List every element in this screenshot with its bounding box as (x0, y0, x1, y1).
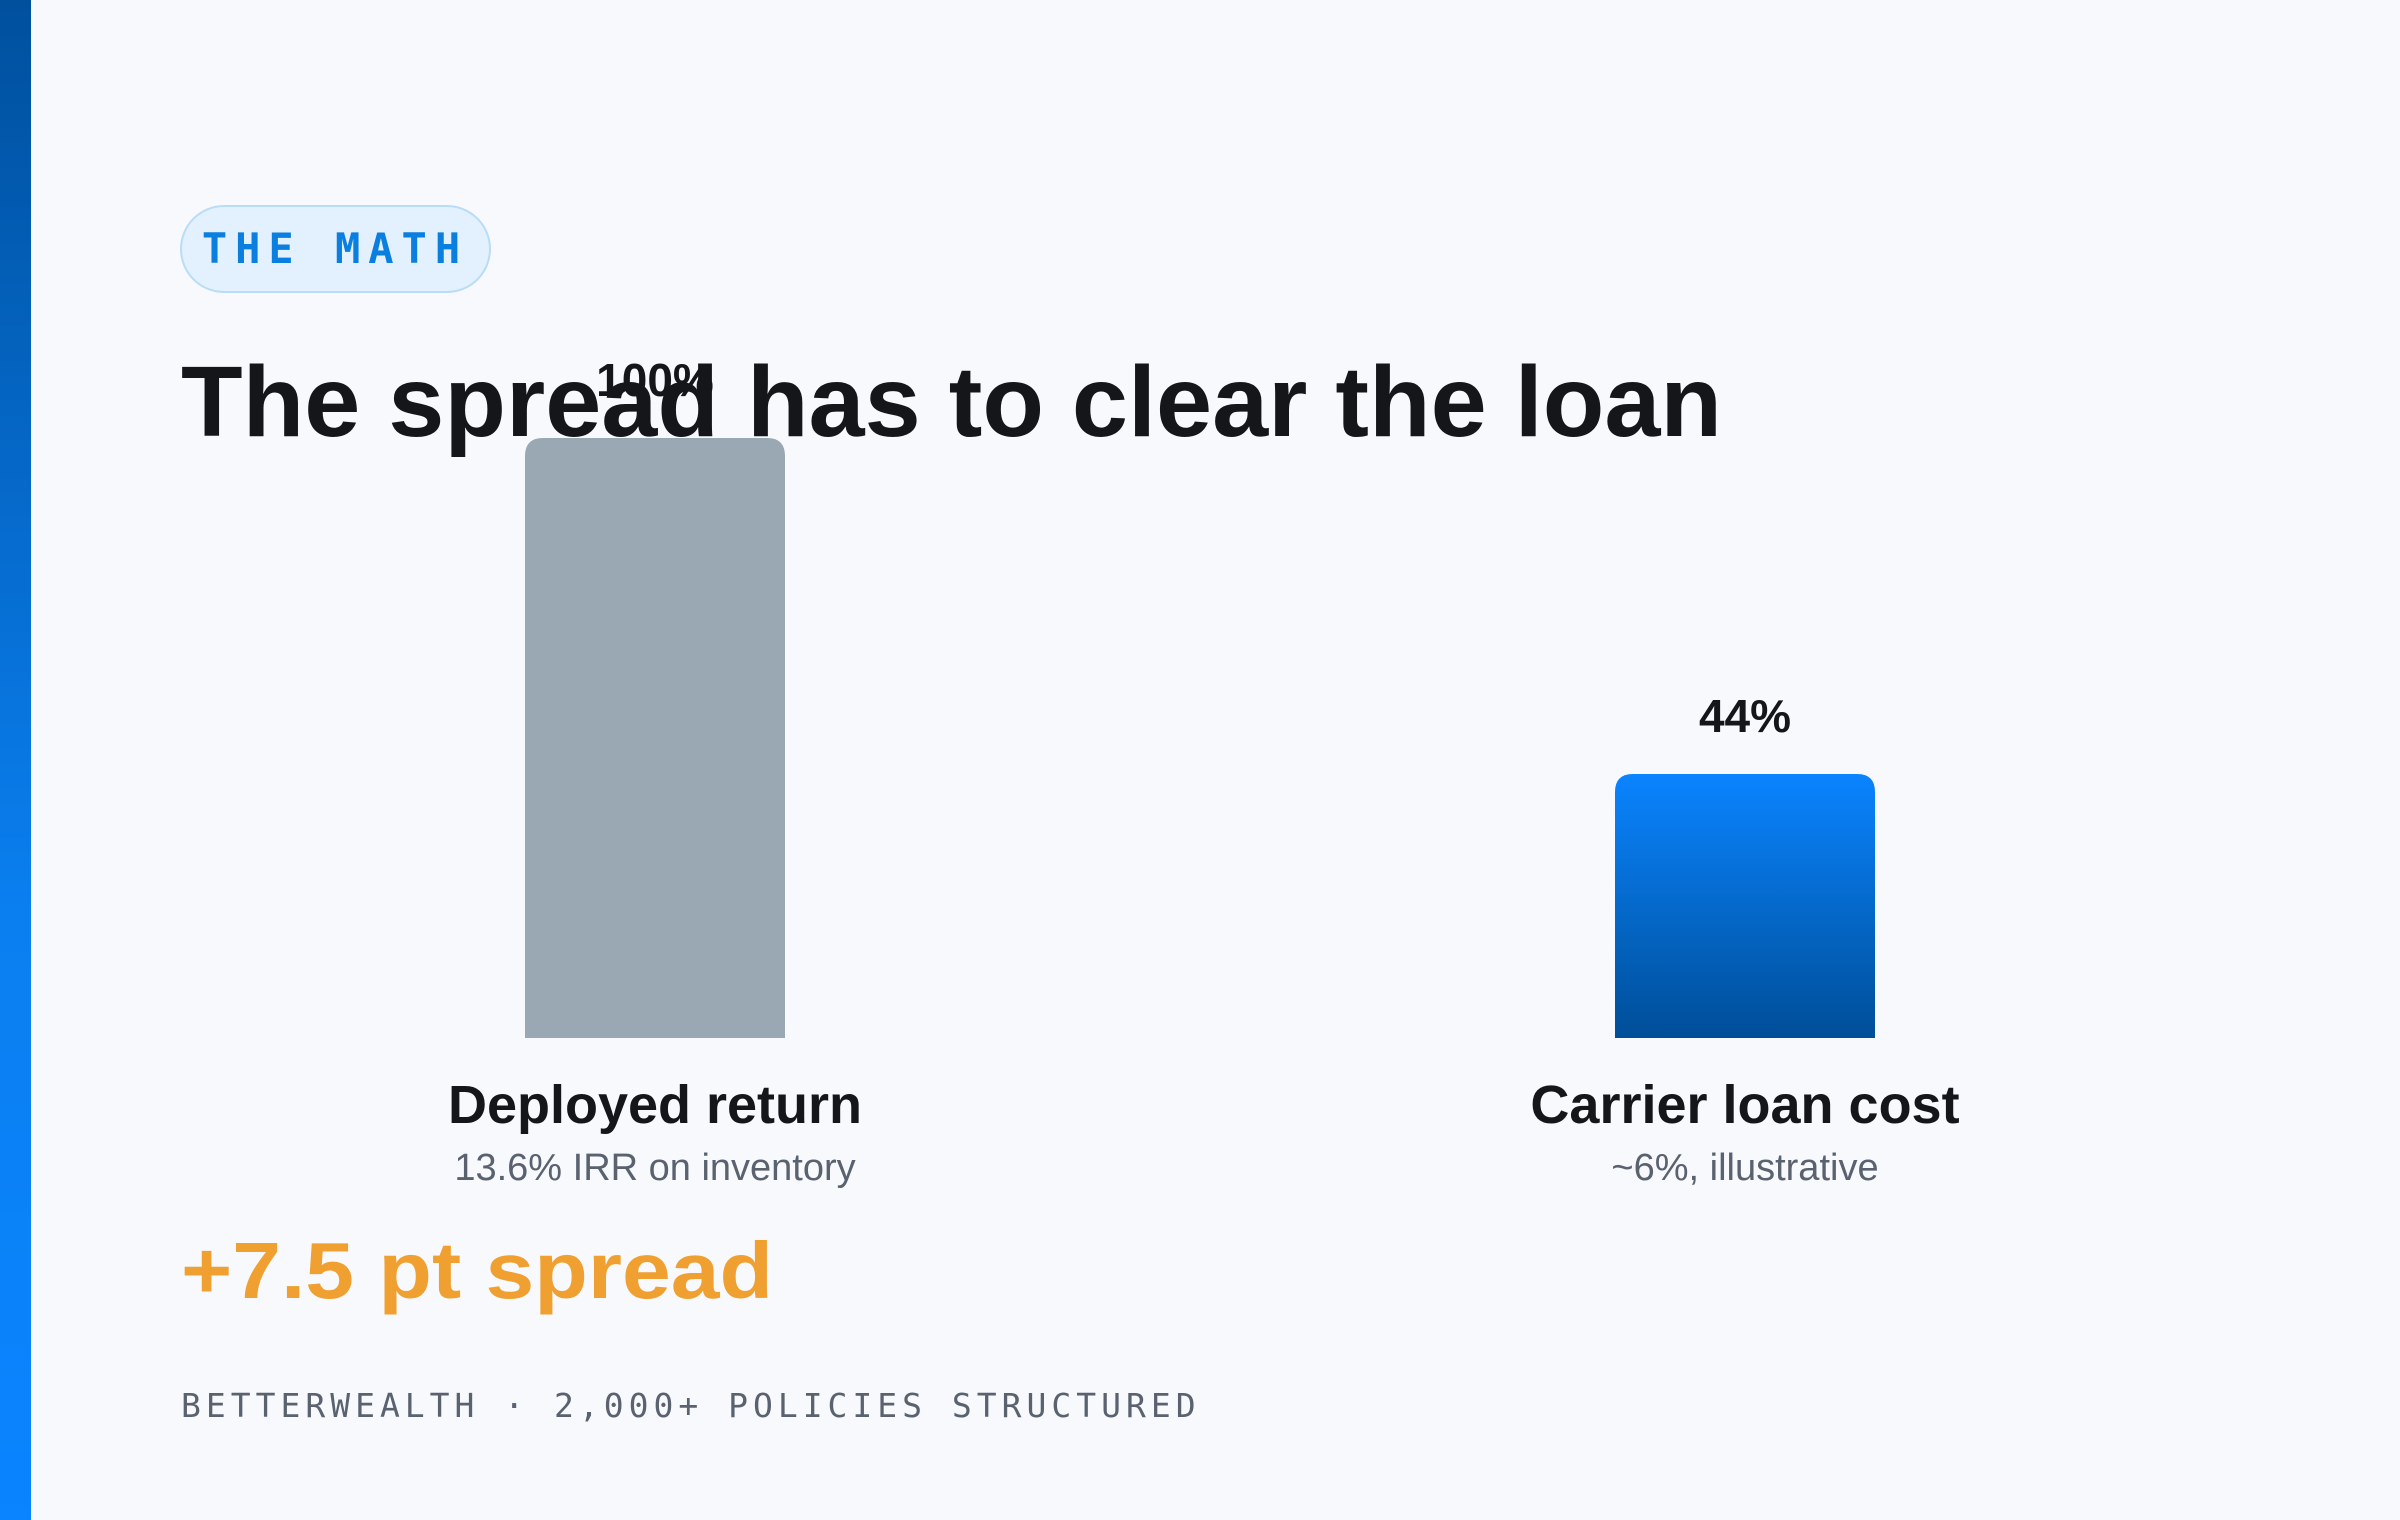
tag: THE MATH (202, 224, 468, 273)
category-label: Carrier loan cost (1530, 1075, 1959, 1135)
bar (525, 438, 785, 1038)
value-label: 100% (596, 354, 714, 406)
footer: BETTERWEALTH · 2,000+ POLICIES STRUCTURE… (181, 1386, 1201, 1425)
tag-pill (180, 205, 491, 293)
plot: 100% Deployed return 13.6% IRR on inventor… (448, 354, 1960, 1189)
category-note: 13.6% IRR on inventory (454, 1147, 855, 1189)
accent-edge (0, 0, 31, 1520)
bar (1615, 774, 1875, 1038)
category-note: ~6%, illustrative (1611, 1147, 1878, 1189)
callout: +7.5 pt spread (181, 1226, 773, 1315)
category-label: Deployed return (448, 1075, 862, 1135)
title: The spread has to clear the loan (181, 346, 1722, 458)
value-label: 44% (1699, 690, 1791, 742)
